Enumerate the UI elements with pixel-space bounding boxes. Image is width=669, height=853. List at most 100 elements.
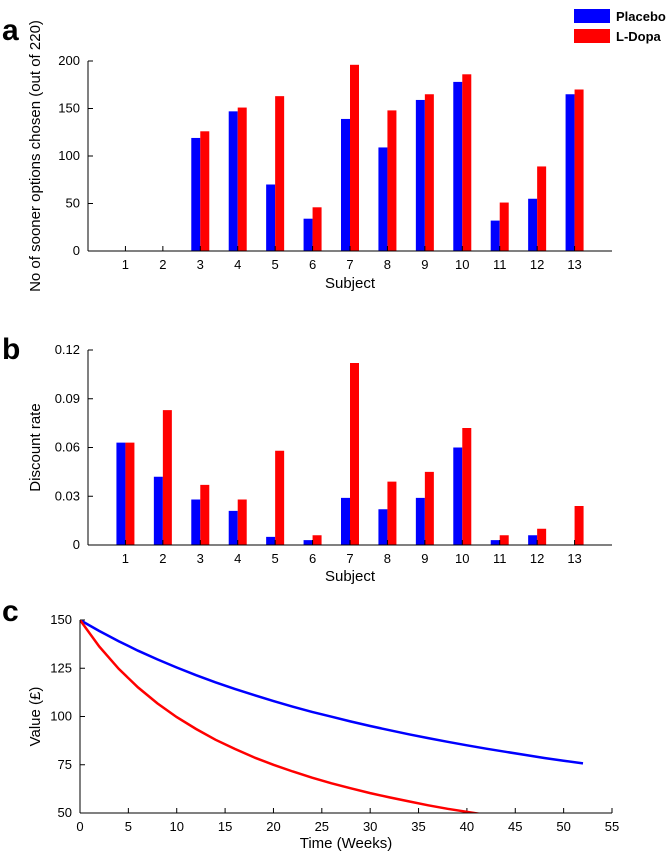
panel-b-bar-ldopa-subject-5 — [275, 450, 285, 545]
panel-b-marks: 00.030.060.090.121 2 3 4 5 6 7 8 9 10 11 12 13 — [55, 342, 612, 566]
panel-a-bar-placebo-subject-11 — [490, 220, 500, 251]
panel-a-bar-placebo-subject-10 — [453, 81, 463, 252]
panel-a-bar-placebo-subject-13 — [565, 94, 575, 251]
panel-b-bar-ldopa-subject-1 — [125, 442, 135, 545]
panel-c-ytick-label: 50 — [58, 805, 72, 820]
panel-b-ytick-label: 0.06 — [55, 440, 80, 455]
panel-c-xtick-label: 25 — [315, 819, 329, 834]
panel-b-ytick-label: 0.12 — [55, 342, 80, 357]
panel-b-y-axis-label: Discount rate — [27, 403, 44, 491]
legend-label-placebo: Placebo — [616, 9, 666, 24]
panel-c-xtick-label: 50 — [556, 819, 570, 834]
panel-b-bar-placebo-subject-10 — [453, 447, 463, 545]
panel-a-xtick-label: 6 — [309, 257, 316, 272]
panel-b-bar-ldopa-subject-8 — [387, 481, 397, 545]
panel-a-xtick-label: 4 — [234, 257, 241, 272]
panel-c-line-ldopa — [80, 620, 483, 813]
panel-a-bar-ldopa-subject-13 — [574, 89, 584, 251]
panel-b-bar-placebo-subject-3 — [191, 499, 201, 545]
panel-b-bar-ldopa-subject-6 — [312, 535, 322, 545]
panel-a-xtick-label: 3 — [197, 257, 204, 272]
panel-b-bar-placebo-subject-12 — [528, 535, 538, 545]
panel-b-ytick-label: 0.03 — [55, 488, 80, 503]
panel-c-x-axis-label: Time (Weeks) — [300, 835, 393, 852]
panel-a-xtick-label: 2 — [159, 257, 166, 272]
panel-b-bar-ldopa-subject-3 — [200, 484, 210, 545]
panel-a-xtick-label: 1 — [122, 257, 129, 272]
panel-c-ytick-label: 75 — [58, 757, 72, 772]
legend-label-ldopa: L-Dopa — [616, 29, 662, 44]
panel-letter-a: a — [2, 14, 19, 47]
panel-b-ytick-label: 0.09 — [55, 391, 80, 406]
panel-c-xtick-label: 35 — [411, 819, 425, 834]
panel-a-ytick-label: 100 — [58, 148, 80, 163]
panel-a-y-axis-label: No of sooner options chosen (out of 220) — [27, 20, 44, 292]
panel-b-bar-ldopa-subject-7 — [350, 363, 359, 545]
panel-c-xtick-label: 5 — [125, 819, 132, 834]
panel-a-xtick-label: 8 — [384, 257, 391, 272]
panel-b-xtick-label: 3 — [197, 551, 204, 566]
panel-a-bar-placebo-subject-4 — [228, 111, 238, 251]
panel-c-xtick-label: 15 — [218, 819, 232, 834]
legend-swatch-ldopa — [574, 29, 610, 43]
panel-a-ytick-label: 150 — [58, 101, 80, 116]
panel-a-bar-placebo-subject-3 — [191, 137, 201, 251]
panel-a-bar-ldopa-subject-6 — [312, 207, 322, 251]
panel-a-bar-ldopa-subject-5 — [275, 96, 285, 252]
panel-b-xtick-label: 8 — [384, 551, 391, 566]
panel-c-xtick-label: 30 — [363, 819, 377, 834]
panel-a-ytick-label: 200 — [58, 53, 80, 68]
panel-b-xtick-label: 6 — [309, 551, 316, 566]
panel-b-bar-placebo-subject-1 — [116, 442, 126, 545]
panel-b-xtick-label: 2 — [159, 551, 166, 566]
panel-b-bar-placebo-subject-6 — [303, 540, 313, 545]
panel-c-ytick-label: 125 — [50, 660, 72, 675]
panel-b-bar-ldopa-subject-13 — [574, 506, 584, 545]
panel-a-xtick-label: 9 — [421, 257, 428, 272]
panel-a-x-axis-label: Subject — [325, 275, 376, 292]
panel-b-xtick-label: 12 — [530, 551, 544, 566]
panel-b-x-axis-label: Subject — [325, 568, 376, 585]
panel-a-bar-ldopa-subject-12 — [537, 166, 547, 251]
panel-a-xtick-label: 12 — [530, 257, 544, 272]
panel-a-bar-ldopa-subject-4 — [237, 107, 247, 251]
panel-b-xtick-label: 5 — [272, 551, 279, 566]
panel-letter-b: b — [2, 333, 20, 366]
panel-a-bar-ldopa-subject-8 — [387, 110, 397, 252]
panel-b-xtick-label: 11 — [493, 551, 507, 566]
panel-b-bar-ldopa-subject-10 — [462, 428, 472, 545]
panel-a-bar-ldopa-subject-9 — [424, 94, 434, 251]
panel-a-bar-placebo-subject-7 — [341, 118, 350, 251]
panel-c-marks: 50 75 100 125 150 0 5 10 15 20 25 30 35 40 45 50 55 — [50, 612, 619, 834]
panel-b-bar-ldopa-subject-4 — [237, 499, 247, 545]
panel-a-xtick-label: 13 — [567, 257, 581, 272]
panel-a-xtick-label: 7 — [346, 257, 353, 272]
panel-b-bar-ldopa-subject-9 — [424, 471, 434, 545]
panel-a-bar-ldopa-subject-3 — [200, 131, 210, 251]
panel-b-bar-placebo-subject-2 — [153, 476, 163, 545]
panel-c-xtick-label: 55 — [605, 819, 619, 834]
panel-b-bar-placebo-subject-4 — [228, 510, 238, 545]
panel-a-bar-placebo-subject-6 — [303, 218, 313, 251]
panel-c-xtick-label: 45 — [508, 819, 522, 834]
panel-a-bar-ldopa-subject-7 — [350, 64, 359, 251]
panel-a-xtick-label: 10 — [455, 257, 469, 272]
panel-letter-c: c — [2, 595, 19, 628]
panel-b-bar-chart: 00.030.060.090.121 2 3 4 5 6 7 8 9 10 11 12 13 Subje… — [27, 342, 612, 585]
panel-a-bar-placebo-subject-12 — [528, 198, 538, 251]
panel-c-xtick-label: 40 — [460, 819, 474, 834]
panel-a-xtick-label: 11 — [493, 257, 507, 272]
panel-b-bar-placebo-subject-7 — [341, 497, 350, 545]
panel-a-bar-placebo-subject-5 — [266, 184, 276, 251]
panel-b-xtick-label: 7 — [346, 551, 353, 566]
panel-b-xtick-label: 1 — [122, 551, 129, 566]
panel-b-xtick-label: 4 — [234, 551, 241, 566]
panel-b-bar-ldopa-subject-12 — [537, 528, 547, 545]
panel-c-y-axis-label: Value (£) — [27, 687, 44, 747]
panel-a-ytick-label: 50 — [66, 196, 80, 211]
panel-a-bar-ldopa-subject-11 — [499, 202, 509, 251]
panel-a-xtick-label: 5 — [272, 257, 279, 272]
